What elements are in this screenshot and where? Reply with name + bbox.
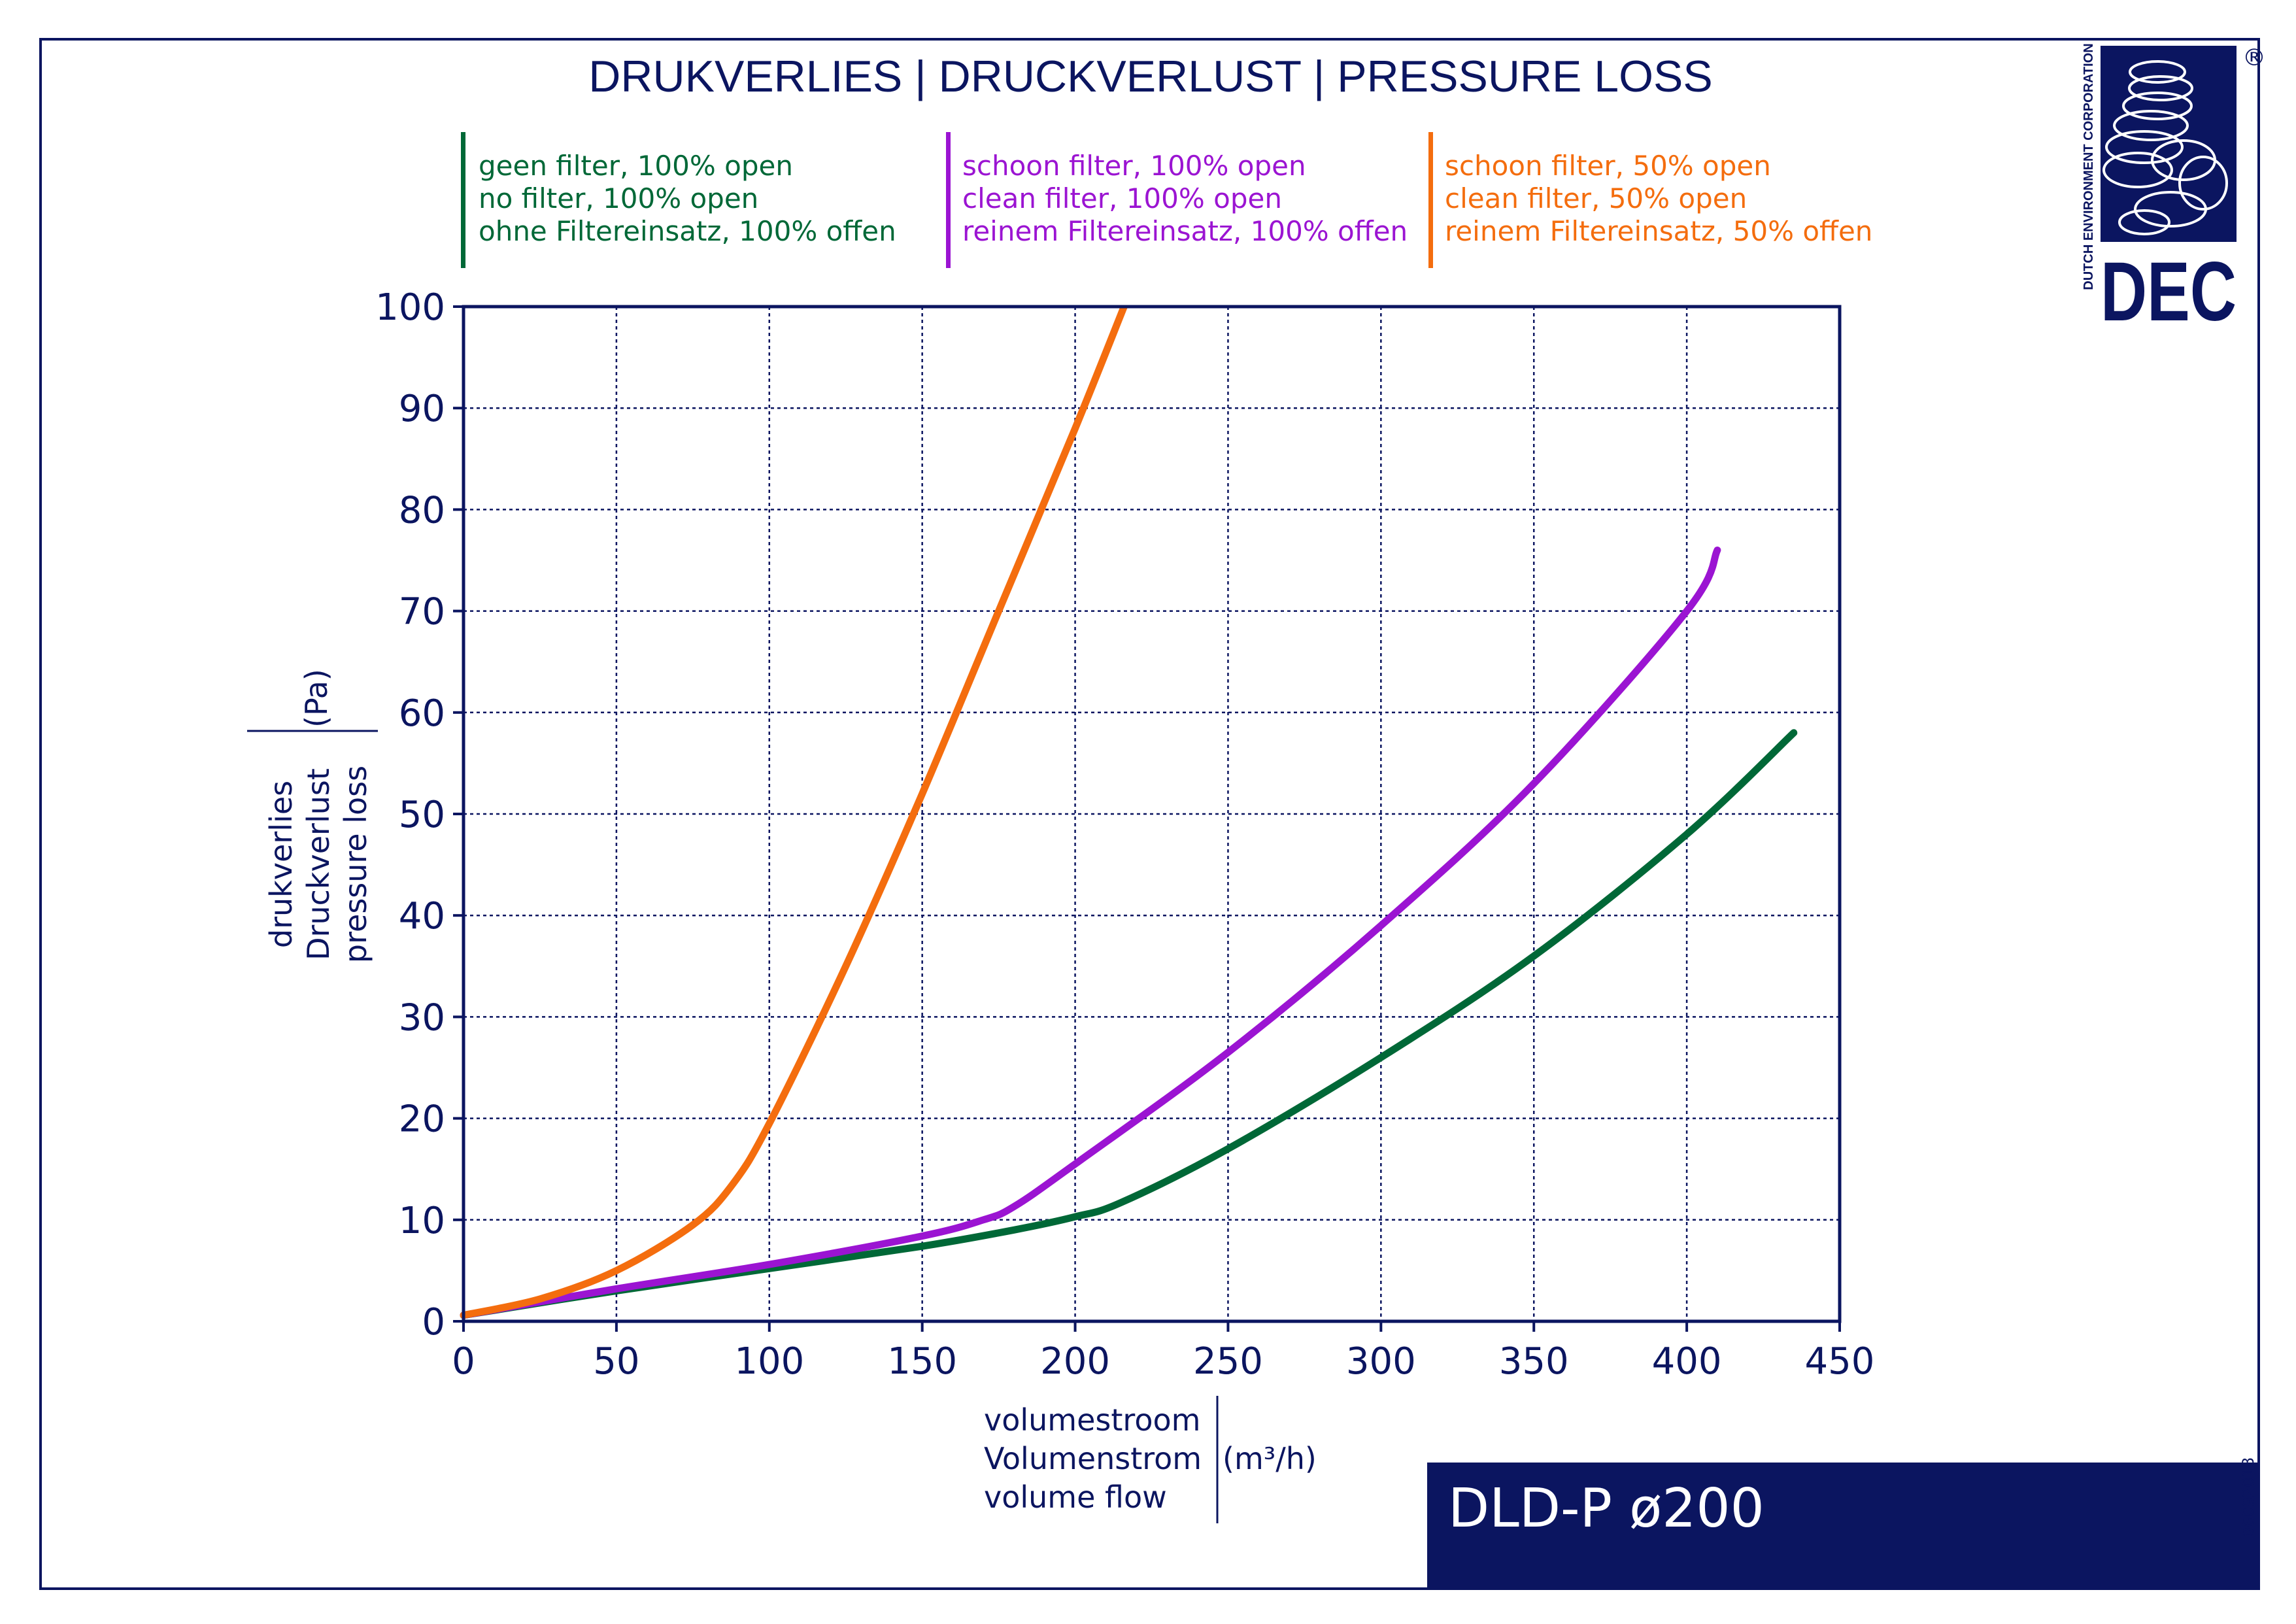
legend-swatch-purple bbox=[946, 132, 951, 268]
tick-labels: 0 50 100 150 200 250 300 350 400 450 0 10 20 30 40 50 60… bbox=[375, 286, 1874, 1383]
y-tick-label: 30 bbox=[399, 996, 445, 1039]
x-tick-label: 50 bbox=[593, 1340, 639, 1383]
legend-swatch-orange bbox=[1428, 132, 1433, 268]
y-tick-label: 100 bbox=[375, 286, 445, 329]
product-box bbox=[1427, 1463, 2259, 1589]
x-label-1: volumestroom bbox=[984, 1402, 1200, 1438]
legend-label-purple-3: reinem Filtereinsatz, 100% offen bbox=[962, 215, 1408, 247]
legend-label-green-3: ohne Filtereinsatz, 100% offen bbox=[479, 215, 896, 247]
series-line-clean-filter-100 bbox=[460, 547, 1721, 1319]
dec-logo: DUTCH ENVIRONMENT CORPORATION DEC ® bbox=[2082, 43, 2266, 339]
y-tick-label: 40 bbox=[399, 895, 445, 938]
y-tick-label: 70 bbox=[399, 591, 445, 634]
x-label-3: volume flow bbox=[984, 1480, 1167, 1515]
product-name: DLD-P ø200 bbox=[1448, 1478, 1764, 1540]
x-tick-label: 250 bbox=[1193, 1340, 1263, 1383]
brand-company: DUTCH ENVIRONMENT CORPORATION bbox=[2082, 43, 2096, 290]
x-label-2: Volumenstrom bbox=[984, 1441, 1202, 1476]
legend-label-orange-1: schoon filter, 50% open bbox=[1445, 150, 1771, 182]
x-tick-label: 200 bbox=[1040, 1340, 1110, 1383]
chart-title: DRUKVERLIES | DRUCKVERLUST | PRESSURE LO… bbox=[588, 52, 1712, 101]
legend-entry-orange: schoon filter, 50% open clean filter, 50… bbox=[1428, 132, 1872, 268]
y-tick-label: 60 bbox=[399, 692, 445, 735]
legend-label-purple-1: schoon filter, 100% open bbox=[962, 150, 1306, 182]
x-tick-label: 400 bbox=[1652, 1340, 1722, 1383]
x-tick-label: 100 bbox=[734, 1340, 804, 1383]
y-label-1: drukverlies bbox=[263, 781, 299, 948]
series-line-clean-filter-50 bbox=[460, 307, 1128, 1319]
legend-entry-purple: schoon filter, 100% open clean filter, 1… bbox=[946, 132, 1408, 268]
y-label-2: Druckverlust bbox=[301, 768, 336, 960]
y-tick-label: 0 bbox=[422, 1301, 445, 1344]
legend-label-green-2: no filter, 100% open bbox=[479, 182, 758, 214]
registered-mark: ® bbox=[2242, 44, 2266, 71]
x-tick-label: 300 bbox=[1346, 1340, 1416, 1383]
doc-code: 06092018 bbox=[2239, 1457, 2257, 1537]
y-tick-label: 20 bbox=[399, 1098, 445, 1141]
x-unit: (m³/h) bbox=[1223, 1441, 1317, 1476]
legend: geen filter, 100% open no filter, 100% o… bbox=[461, 132, 1872, 268]
x-tick-label: 0 bbox=[452, 1340, 475, 1383]
y-tick-label: 90 bbox=[399, 388, 445, 430]
legend-entry-green: geen filter, 100% open no filter, 100% o… bbox=[461, 132, 896, 268]
legend-label-green-1: geen filter, 100% open bbox=[479, 150, 793, 182]
legend-label-purple-2: clean filter, 100% open bbox=[962, 182, 1282, 214]
y-axis-title: (Pa) drukverlies Druckverlust pressure l… bbox=[247, 669, 378, 963]
y-tick-label: 80 bbox=[399, 489, 445, 532]
x-tick-label: 150 bbox=[887, 1340, 957, 1383]
y-unit: (Pa) bbox=[299, 669, 334, 728]
legend-swatch-green bbox=[461, 132, 465, 268]
swirl-icon bbox=[2102, 60, 2228, 235]
page-frame bbox=[39, 38, 2260, 1590]
legend-label-orange-3: reinem Filtereinsatz, 50% offen bbox=[1445, 215, 1872, 247]
legend-label-orange-2: clean filter, 50% open bbox=[1445, 182, 1747, 214]
series-lines bbox=[460, 307, 1798, 1319]
x-tick-label: 450 bbox=[1805, 1340, 1875, 1383]
x-tick-label: 350 bbox=[1499, 1340, 1569, 1383]
logo-text: DEC bbox=[2101, 245, 2237, 339]
y-tick-label: 50 bbox=[399, 794, 445, 836]
y-tick-label: 10 bbox=[399, 1200, 445, 1242]
series-line-no-filter-100 bbox=[460, 729, 1798, 1319]
grid bbox=[464, 307, 1840, 1321]
y-label-3: pressure loss bbox=[338, 766, 373, 963]
x-axis-title: volumestroom Volumenstrom volume flow (m… bbox=[984, 1396, 1317, 1523]
